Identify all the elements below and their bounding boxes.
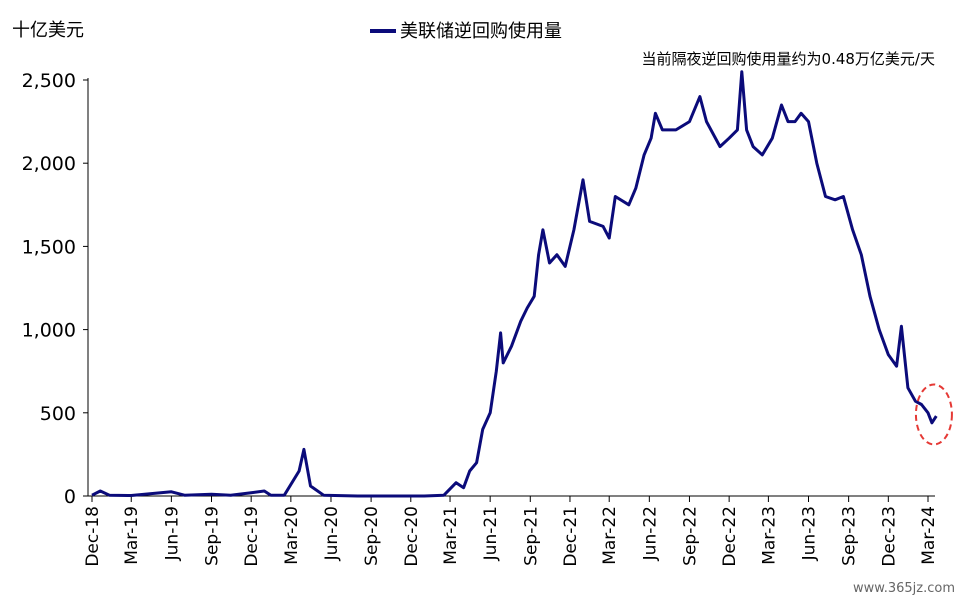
series-line xyxy=(91,70,938,498)
x-tick-label: Dec-20 xyxy=(402,506,422,567)
x-tick-label: Mar-20 xyxy=(282,506,302,565)
x-tick-label: Mar-19 xyxy=(122,506,142,565)
y-tick-label: 1,500 xyxy=(22,236,76,258)
y-tick-label: 1,000 xyxy=(22,320,76,342)
x-tick-label: Dec-19 xyxy=(242,506,262,567)
x-tick-label: Dec-22 xyxy=(720,506,740,567)
y-axis-unit-label: 十亿美元 xyxy=(12,20,84,41)
x-tick-label: Mar-24 xyxy=(919,506,939,565)
x-tick-label: Jun-23 xyxy=(800,506,820,561)
x-tick-label: Jun-20 xyxy=(322,506,342,561)
x-tick-label: Mar-23 xyxy=(759,506,779,565)
x-tick-label: Jun-22 xyxy=(640,506,660,561)
x-tick-label: Sep-19 xyxy=(202,506,222,566)
highlight-ellipse xyxy=(914,383,953,446)
y-tick-label: 2,000 xyxy=(22,153,76,175)
y-tick-label: 500 xyxy=(40,403,76,425)
x-tick-label: Mar-22 xyxy=(600,506,620,565)
x-tick-label: Mar-21 xyxy=(441,506,461,565)
x-tick-label: Jun-19 xyxy=(162,506,182,561)
y-tick-label: 2,500 xyxy=(22,70,76,92)
y-tick-label: 0 xyxy=(64,486,76,508)
x-tick-label: Dec-23 xyxy=(879,506,899,567)
x-tick-label: Dec-18 xyxy=(83,506,103,567)
x-tick-label: Dec-21 xyxy=(561,506,581,567)
annotation-text: 当前隔夜逆回购使用量约为0.48万亿美元/天 xyxy=(641,50,935,68)
x-tick-label: Jun-21 xyxy=(481,506,501,561)
x-tick-label: Sep-20 xyxy=(362,506,382,566)
legend-label: 美联储逆回购使用量 xyxy=(400,21,562,42)
watermark: www.365jz.com xyxy=(853,581,955,596)
x-tick-label: Sep-22 xyxy=(680,506,700,566)
x-tick-label: Sep-23 xyxy=(840,506,860,566)
x-tick-label: Sep-21 xyxy=(521,506,541,566)
